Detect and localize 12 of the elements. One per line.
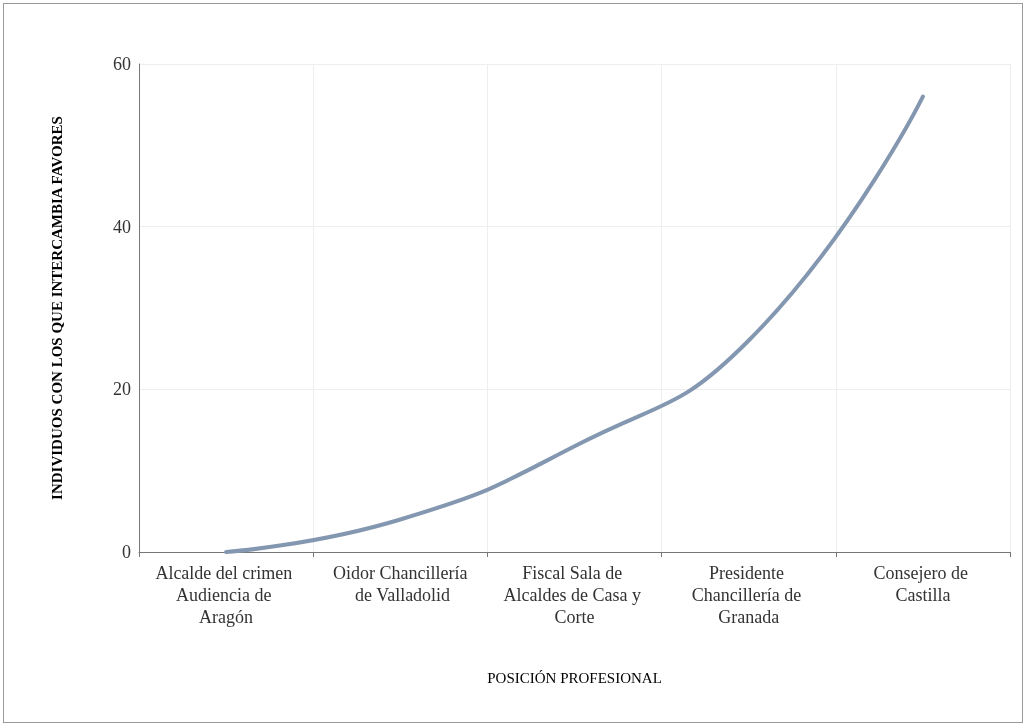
x-tick-label: Fiscal Sala de Alcaldes de Casa y Corte [503, 563, 646, 627]
x-axis-title: POSICIÓN PROFESIONAL [487, 669, 662, 686]
x-tick-label: Alcalde del crimen Audiencia de Aragón [155, 563, 297, 627]
y-tick-label: 0 [122, 542, 131, 562]
y-axis-title: INDIVIDUOS CON LOS QUE INTERCAMBIA FAVORES [48, 116, 65, 500]
x-tick-label: Presidente Chancillería de Granada [691, 563, 806, 627]
y-tick-label: 20 [113, 379, 131, 400]
line-series [224, 94, 925, 554]
y-tick-label: 60 [113, 54, 131, 74]
x-tick-label: Oidor Chancillería de Valladolid [333, 563, 468, 605]
x-tick-label: Consejero de Castilla [873, 563, 973, 605]
y-tick-label: 40 [113, 216, 131, 237]
